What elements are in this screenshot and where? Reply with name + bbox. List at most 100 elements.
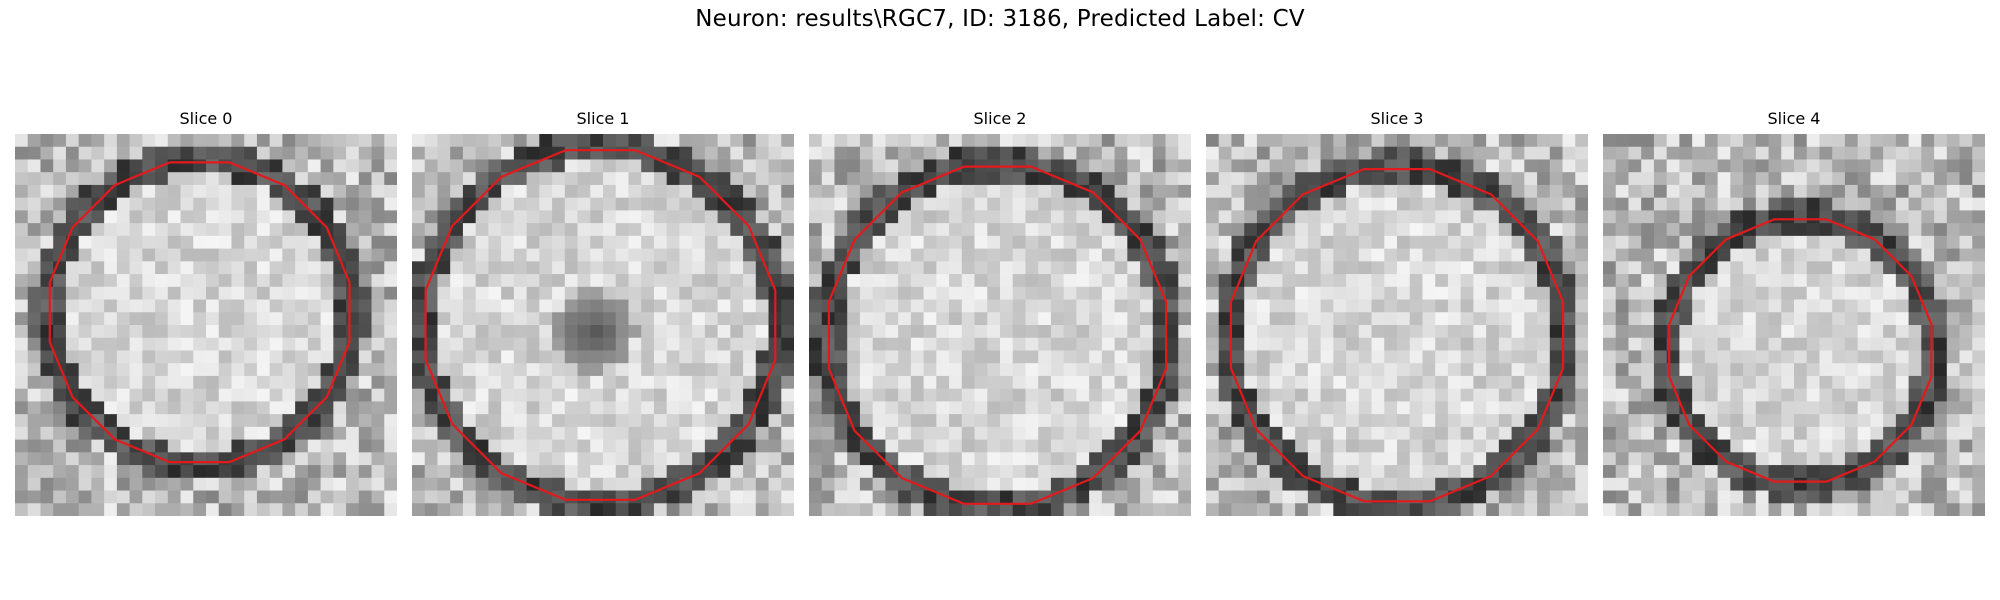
- image-pixel: [295, 312, 309, 326]
- image-pixel: [821, 146, 835, 160]
- image-pixel: [1152, 325, 1167, 339]
- image-pixel: [424, 503, 438, 516]
- image-pixel: [526, 184, 540, 199]
- image-pixel: [936, 261, 950, 275]
- image-pixel: [1038, 414, 1052, 428]
- image-pixel: [1921, 452, 1935, 466]
- image-pixel: [1768, 299, 1782, 313]
- image-pixel: [1498, 426, 1513, 441]
- image-pixel: [666, 388, 680, 402]
- image-pixel: [1256, 261, 1271, 275]
- image-pixel: [1603, 490, 1617, 504]
- image-pixel: [78, 210, 92, 224]
- image-pixel: [307, 465, 322, 479]
- image-pixel: [129, 426, 143, 441]
- image-pixel: [1460, 286, 1474, 301]
- image-pixel: [450, 248, 464, 262]
- image-pixel: [1972, 388, 1985, 402]
- image-pixel: [910, 401, 925, 415]
- image-pixel: [167, 401, 182, 415]
- image-pixel: [641, 286, 655, 301]
- image-pixel: [1781, 490, 1795, 504]
- image-pixel: [821, 248, 835, 262]
- image-pixel: [1346, 337, 1360, 351]
- image-pixel: [1819, 197, 1833, 211]
- image-pixel: [974, 401, 988, 415]
- image-pixel: [15, 299, 29, 313]
- image-pixel: [834, 172, 848, 186]
- image-pixel: [910, 452, 925, 466]
- image-pixel: [116, 286, 131, 301]
- image-pixel: [53, 503, 67, 516]
- image-pixel: [704, 274, 719, 288]
- image-pixel: [809, 223, 823, 237]
- image-pixel: [1704, 350, 1719, 364]
- image-pixel: [666, 439, 680, 453]
- image-pixel: [1615, 503, 1629, 516]
- image-pixel: [1269, 210, 1283, 224]
- image-pixel: [885, 134, 899, 148]
- image-pixel: [1844, 159, 1859, 173]
- image-pixel: [346, 350, 360, 364]
- image-pixel: [1486, 248, 1500, 262]
- image-pixel: [704, 350, 719, 364]
- image-pixel: [847, 337, 861, 351]
- image-pixel: [167, 337, 182, 351]
- image-pixel: [244, 299, 258, 313]
- image-pixel: [1819, 159, 1833, 173]
- image-pixel: [193, 452, 207, 466]
- image-pixel: [320, 477, 334, 492]
- image-pixel: [1628, 477, 1642, 492]
- image-pixel: [1473, 235, 1487, 250]
- image-pixel: [961, 235, 976, 250]
- image-pixel: [1244, 337, 1258, 351]
- image-pixel: [1206, 235, 1220, 250]
- image-pixel: [1781, 503, 1795, 516]
- image-pixel: [1549, 261, 1564, 275]
- image-pixel: [269, 286, 283, 301]
- image-pixel: [1537, 465, 1551, 479]
- image-pixel: [1692, 414, 1706, 428]
- image-pixel: [1435, 363, 1449, 377]
- image-pixel: [1524, 299, 1538, 313]
- image-pixel: [1946, 159, 1961, 173]
- image-pixel: [1921, 146, 1935, 160]
- image-pixel: [384, 248, 397, 262]
- image-pixel: [1358, 146, 1373, 160]
- image-pixel: [180, 426, 194, 441]
- image-pixel: [1755, 337, 1770, 351]
- image-pixel: [1498, 172, 1513, 186]
- image-pixel: [462, 235, 477, 250]
- image-pixel: [1819, 439, 1833, 453]
- image-pixel: [282, 490, 296, 504]
- image-pixel: [717, 452, 731, 466]
- image-pixel: [590, 477, 604, 492]
- image-pixel: [577, 235, 591, 250]
- image-pixel: [974, 134, 988, 148]
- image-pixel: [193, 426, 207, 441]
- image-pixel: [743, 388, 757, 402]
- image-pixel: [1603, 261, 1617, 275]
- image-pixel: [1346, 363, 1360, 377]
- image-pixel: [577, 388, 591, 402]
- image-pixel: [1000, 286, 1014, 301]
- image-pixel: [180, 439, 194, 453]
- image-pixel: [129, 184, 143, 199]
- image-pixel: [1447, 325, 1462, 339]
- image-pixel: [450, 210, 464, 224]
- image-pixel: [1959, 172, 1973, 186]
- image-pixel: [1486, 350, 1500, 364]
- image-pixel: [1127, 146, 1141, 160]
- image-pixel: [987, 235, 1001, 250]
- image-pixel: [424, 184, 438, 199]
- image-pixel: [1603, 184, 1617, 199]
- image-pixel: [1498, 223, 1513, 237]
- image-pixel: [244, 197, 258, 211]
- image-pixel: [859, 184, 874, 199]
- image-pixel: [859, 490, 874, 504]
- image-pixel: [1140, 172, 1154, 186]
- image-pixel: [167, 477, 182, 492]
- image-pixel: [116, 337, 131, 351]
- image-pixel: [1050, 325, 1065, 339]
- image-pixel: [885, 146, 899, 160]
